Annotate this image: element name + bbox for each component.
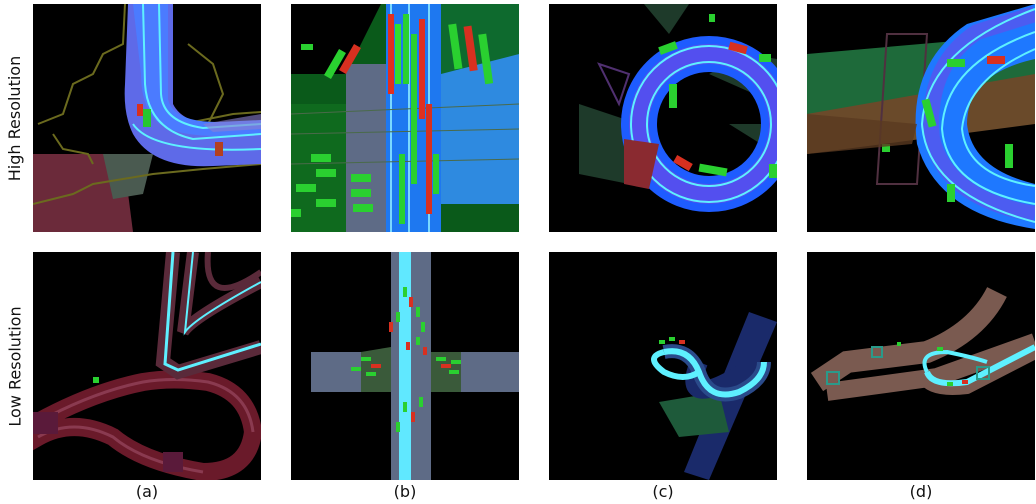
caption-b: (b) <box>393 482 417 501</box>
caption-d: (d) <box>909 482 933 501</box>
map-panel-b-high <box>291 4 519 232</box>
map-panel-b-low <box>291 252 519 480</box>
map-panel-a-high <box>33 4 261 232</box>
map-panel-c-low <box>549 252 777 480</box>
row-label-high-resolution: High Resolution <box>0 4 30 232</box>
map-panel-d-high <box>807 4 1035 232</box>
map-panel-c-high <box>549 4 777 232</box>
row-label-text: High Resolution <box>5 55 25 181</box>
caption-c: (c) <box>652 482 674 501</box>
caption-a: (a) <box>135 482 159 501</box>
row-label-text: Low Resolution <box>5 305 25 427</box>
map-panel-a-low <box>33 252 261 480</box>
row-label-low-resolution: Low Resolution <box>0 252 30 480</box>
map-panel-d-low <box>807 252 1035 480</box>
